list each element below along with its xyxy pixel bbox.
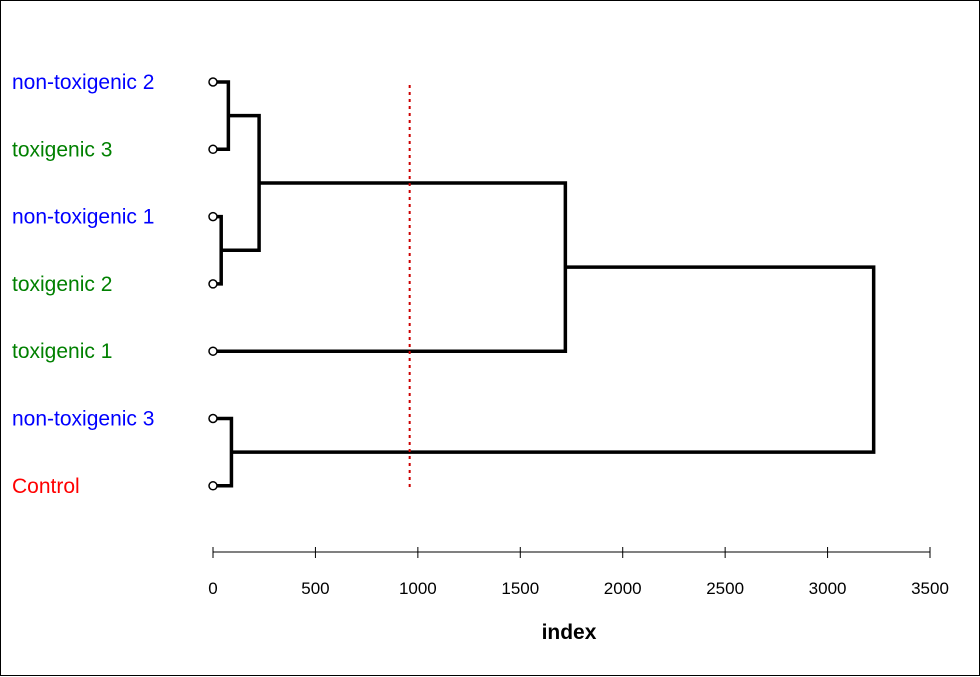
leaf-marker [208,346,218,356]
x-tick-label: 1000 [399,579,437,598]
leaf-label: Control [12,475,80,498]
x-tick-label: 3500 [911,579,949,598]
x-tick-label: 500 [301,579,329,598]
leaf-markers [208,77,218,491]
x-tick-label: 0 [208,579,217,598]
x-tick-label: 1500 [501,579,539,598]
leaf-marker [208,144,218,155]
leaf-labels: non-toxigenic 2 toxigenic 3 non-toxigenic … [12,71,154,498]
leaf-marker [208,77,218,87]
dendrogram-branch [213,214,223,286]
leaf-marker [208,211,218,222]
x-axis: 0 500 1000 1500 2000 2500 3000 3500 [208,547,949,598]
dendrogram-branch [213,416,234,488]
leaf-label: non-toxigenic 1 [12,206,154,229]
leaf-marker [208,279,218,289]
dendrogram-branch [213,80,231,152]
dendrogram-branches [213,80,876,488]
x-tick-label: 3000 [809,579,847,598]
dendrogram-branch [231,265,876,454]
leaf-label: toxigenic 3 [12,138,112,161]
leaf-label: non-toxigenic 3 [12,408,154,431]
leaf-label: toxigenic 2 [12,273,112,296]
leaf-marker [208,413,218,424]
x-axis-title: index [542,621,597,644]
leaf-marker [208,481,218,491]
x-tick-label: 2000 [604,579,642,598]
dendrogram-branch [213,181,568,353]
leaf-label: toxigenic 1 [12,340,112,363]
x-tick-label: 2500 [706,579,744,598]
leaf-label: non-toxigenic 2 [12,71,154,94]
